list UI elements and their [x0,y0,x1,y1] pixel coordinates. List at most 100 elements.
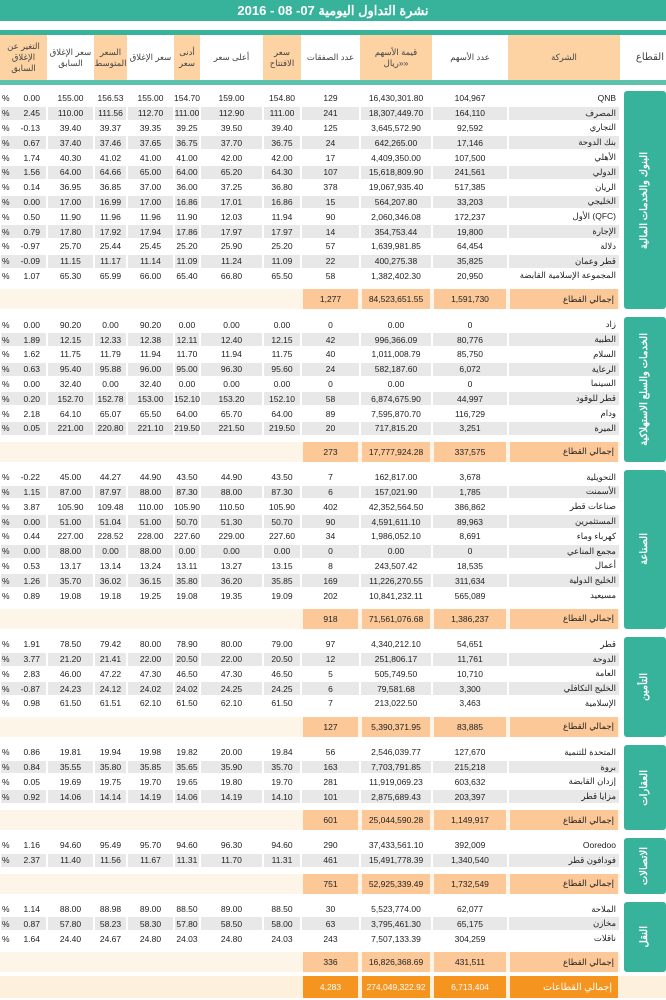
sector-total-row: 336 16,826,368.69 431,511 إجمالي القطاع [0,952,620,973]
table-row: % 3.77 21.20 21.41 22.00 20.50 22.00 20.50 12 251… [0,652,620,667]
sector-total-spacer [0,289,301,309]
percent-sign: % [2,776,10,787]
cell-shares: 311,634 [433,574,507,588]
cell-shares: 85,750 [457,349,483,360]
cell-company: التحويلية [586,471,616,482]
cell-open: 50.70 [264,515,300,528]
cell-company: الأسمنت [509,485,619,499]
cell-low: 20.50 [175,652,199,666]
cell-deals: 89 [325,408,336,419]
cell-close: 11.94 [140,349,161,360]
cell-company: المصرف [509,106,619,120]
page-title: نشرة التداول اليومية 07- 08 - 2016 [0,0,666,21]
sector-label-box: النقل [624,901,666,973]
cell-high: 37.70 [201,136,262,150]
cell-company: الإجارة [509,225,619,238]
cell-change: % -0.97 [1,240,46,253]
cell-deals: 7 [328,698,333,709]
cell-high: 51.30 [201,515,262,528]
sector-total-row: 1,277 84,523,651.55 1,591,730 إجمالي القطاع [0,289,620,310]
cell-change: % 2.37 [1,853,46,867]
cell-change: % 0.05 [1,775,46,788]
cell-value: 6,874,675.90 [361,392,431,406]
cell-avg: 79.42 [99,639,122,650]
cell-low: 95.00 [175,362,199,376]
sector-total-shares: 1,149,917 [434,810,506,831]
cell-shares: 203,397 [433,790,507,804]
cell-open: 227.60 [269,531,295,542]
cell-low: 35.80 [175,574,199,588]
change-value: 1.16 [23,840,40,851]
cell-value: 19,067,935.40 [368,182,424,193]
cell-deals: 281 [323,776,338,787]
cell-company: إزدان القابضة [568,776,616,787]
sector-total-value: 25,044,590.28 [362,810,430,831]
cell-avg: 12.33 [95,333,126,346]
cell-prev-close: 88.00 [48,544,93,558]
change-value: 0.53 [23,560,40,571]
sector-total-label: إجمالي القطاع [510,441,618,462]
cell-high: 89.00 [220,904,243,915]
cell-close: 90.20 [139,319,162,330]
cell-prev-close: 94.60 [59,840,82,851]
cell-change: % 0.00 [1,195,46,209]
cell-value: 5,523,774.00 [371,904,421,915]
cell-close: 11.96 [140,211,161,222]
percent-sign: % [2,319,10,330]
cell-deals: 290 [323,840,338,851]
cell-open: 19.70 [271,776,293,787]
percent-sign: % [2,182,10,193]
sector-group: % -0.22 45.00 44.27 44.90 43.50 44.90 43.50 7 162… [0,469,666,629]
cell-shares: 172,237 [454,211,486,222]
cell-deals: 34 [325,531,336,542]
cell-high: 96.30 [220,840,243,851]
cell-prev-close: 90.20 [59,319,82,330]
cell-value: 251,806.17 [361,652,431,666]
table-row: % -0.97 25.70 25.44 25.45 25.20 25.90 25.20 57 1,… [0,239,620,254]
cell-value: 42,352,564.50 [368,501,424,512]
cell-prev-close: 57.80 [48,917,93,931]
sector-total-deals: 601 [303,810,358,831]
grand-total-label: إجمالي القطاعات [510,976,618,998]
cell-shares: 18,535 [457,560,483,571]
table-row: % 2.83 46.00 47.22 47.30 46.50 47.30 46.50 5 505,… [0,667,620,682]
cell-high: 24.25 [201,682,262,696]
cell-open: 11.31 [264,853,300,867]
cell-avg: 41.02 [99,152,122,163]
percent-sign: % [2,226,10,237]
cell-avg: 39.37 [99,122,122,133]
cell-company: التجاري [589,122,616,133]
change-value: -0.09 [20,256,40,267]
cell-close: 153.00 [128,392,173,406]
cell-high: 11.24 [201,254,262,268]
cell-low: 0.00 [178,319,196,330]
change-value: 3.77 [23,654,40,665]
cell-change: % 1.64 [1,932,46,945]
cell-close: 88.00 [128,544,173,558]
sector-total-shares: 337,575 [434,441,506,462]
cell-company: فودافون قطر [509,853,619,867]
cell-change: % -0.13 [1,122,46,135]
change-value: 0.79 [23,226,40,237]
cell-shares: 0 [467,378,473,389]
sector-group: % 1.14 88.00 88.98 89.00 88.50 89.00 88.50 30 5,5… [0,901,666,973]
cell-high: 13.27 [220,560,243,571]
sector-total-spacer [0,717,301,737]
cell-avg: 228.52 [97,531,124,542]
cell-company: بروة [509,760,619,774]
cell-high: 12.03 [220,211,243,222]
cell-close: 112.70 [128,106,173,120]
grand-total-sector-spacer [620,976,666,998]
sector-total-deals: 273 [303,441,358,462]
percent-sign: % [2,108,10,119]
percent-sign: % [2,668,10,679]
table-row: % 1.62 11.75 11.79 11.94 11.70 11.94 11.75 40 1,0… [0,347,620,362]
header-sector: القطاع [635,52,664,63]
cell-change: % 1.07 [1,270,46,283]
sector-total-deals: 336 [303,952,358,973]
cell-change: % 0.86 [1,746,46,759]
cell-open: 12.15 [264,333,300,346]
sector-total-value: 84,523,651.55 [362,289,430,310]
cell-open: 17.97 [264,225,300,238]
percent-sign: % [2,698,10,709]
